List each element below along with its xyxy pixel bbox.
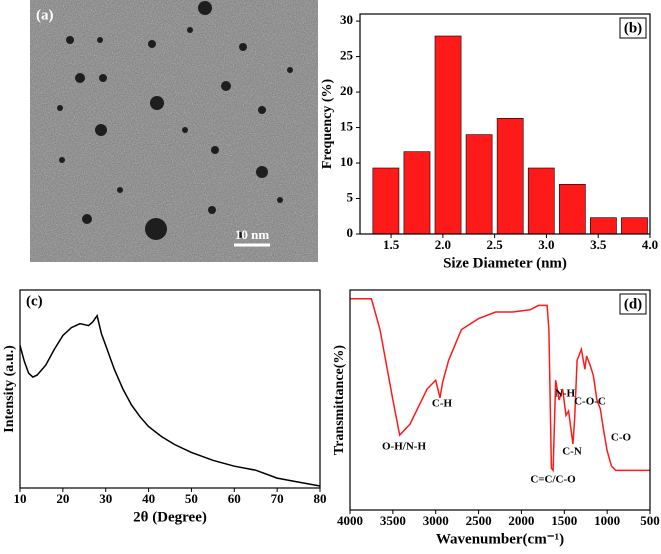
y-tick-label: 30 xyxy=(340,12,353,27)
x-axis-label: 2θ (Degree) xyxy=(133,509,207,525)
x-tick-label: 10 xyxy=(14,491,27,506)
annotation: C-N xyxy=(562,446,582,458)
scale-bar-label: 10 nm xyxy=(235,227,269,242)
annotation: O-H/N-H xyxy=(382,441,426,453)
panel-label-box xyxy=(619,17,647,39)
x-tick-label: 40 xyxy=(142,491,155,506)
y-tick-label: 15 xyxy=(340,119,354,134)
y-axis-label: Frequency (%) xyxy=(320,78,335,169)
annotation: C-O-C xyxy=(574,396,606,408)
panel: 10 20 30 40 50 60 70 80 2θ (Degree) Intensity (a.… xyxy=(2,289,327,525)
y-tick-label: 10 xyxy=(340,154,353,169)
bar xyxy=(403,151,431,235)
y-axis-label: Intensity (a.u.) xyxy=(2,345,17,433)
y-tick-label: 5 xyxy=(347,190,354,205)
x-tick-label: 2500 xyxy=(466,513,492,528)
tem-image: 10 nm (a) xyxy=(30,0,318,262)
x-tick-label: 20 xyxy=(56,491,69,506)
y-tick-label: 0 xyxy=(347,225,354,240)
annotation: N-H xyxy=(555,388,576,400)
x-tick-label: 70 xyxy=(271,491,284,506)
x-axis-label: Wavenumber(cm⁻¹) xyxy=(436,531,564,547)
y-tick-label: 25 xyxy=(340,48,354,63)
bar xyxy=(590,217,617,235)
annotation: C-H xyxy=(432,398,453,410)
bar xyxy=(496,118,524,235)
panel-label: (c) xyxy=(26,293,43,309)
x-tick-label: 2000 xyxy=(508,513,534,528)
x-tick-label: 2.5 xyxy=(487,237,504,252)
x-tick-label: 50 xyxy=(185,491,198,506)
x-tick-label: 500 xyxy=(640,513,660,528)
x-tick-label: 1500 xyxy=(551,513,577,528)
image-texture xyxy=(30,0,318,262)
panel: 1.5 2.0 2.5 3.0 3.5 4.0 0 5 10 15 20 25 30 Size Diame… xyxy=(320,12,658,271)
y-axis-label: Transmittance(%) xyxy=(332,345,347,455)
x-tick-label: 3500 xyxy=(380,513,406,528)
bar xyxy=(434,35,462,235)
x-tick-label: 1000 xyxy=(594,513,620,528)
plot-frame xyxy=(359,13,651,235)
x-tick-label: 1.5 xyxy=(383,237,400,252)
panel-label-box xyxy=(619,293,647,315)
plot-frame xyxy=(19,289,321,489)
x-tick-label: 2.0 xyxy=(435,237,451,252)
bar xyxy=(558,184,586,235)
annotation: C-O xyxy=(611,432,632,444)
x-tick-label: 3.5 xyxy=(590,237,607,252)
particles xyxy=(57,1,293,240)
line xyxy=(19,313,321,487)
x-tick-label: 4000 xyxy=(337,513,363,528)
y-tick-label: 20 xyxy=(340,83,353,98)
panel: 4000 3500 3000 2500 2000 1500 1000 500 O-H/N-H C-… xyxy=(332,289,660,547)
bar xyxy=(527,167,555,235)
bar xyxy=(465,134,493,235)
line xyxy=(350,298,650,473)
x-tick-label: 60 xyxy=(228,491,241,506)
panel-label: (b) xyxy=(624,20,642,36)
annotation: C=C/C-O xyxy=(530,474,576,486)
x-tick-label: 4.0 xyxy=(642,237,658,252)
bar xyxy=(372,167,400,235)
x-tick-label: 3000 xyxy=(423,513,449,528)
x-tick-label: 80 xyxy=(314,491,327,506)
x-tick-label: 30 xyxy=(99,491,112,506)
panel-label: (d) xyxy=(624,296,642,312)
x-tick-label: 3.0 xyxy=(538,237,554,252)
bar xyxy=(621,217,648,235)
plot-frame xyxy=(349,289,651,511)
panel-label: (a) xyxy=(36,7,54,23)
x-axis-label: Size Diameter (nm) xyxy=(443,255,567,271)
